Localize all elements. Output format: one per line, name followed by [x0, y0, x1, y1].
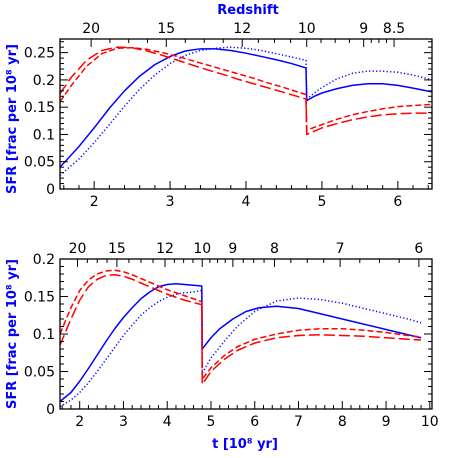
- x-tick-label: 6: [393, 194, 402, 210]
- series-line-3-short-dash: [60, 269, 422, 380]
- x-tick-label: 8: [338, 414, 347, 430]
- series-line-3-short-dash: [60, 46, 432, 131]
- redshift-tick-label: 20: [82, 21, 100, 37]
- top-panel: Redshift SFR [frac per 10⁸ yr] 2 3 4 5 6 0 0.0…: [5, 3, 433, 210]
- x-tick-label: 5: [317, 194, 326, 210]
- x-tick-label: 4: [163, 414, 172, 430]
- series-line-1-solid: [60, 48, 432, 168]
- plot-frame: [59, 38, 433, 190]
- redshift-tick-label: 6: [414, 241, 423, 257]
- x-tick-label: 2: [75, 414, 84, 430]
- redshift-tick-label: 15: [157, 21, 175, 37]
- x-tick-label: 9: [382, 414, 391, 430]
- x-tick-label: 4: [242, 194, 251, 210]
- bottom-panel-x-axis-label: t [10⁸ yr]: [212, 437, 278, 452]
- x-tick-label: 3: [166, 194, 175, 210]
- series-line-4-long-dash: [60, 46, 432, 136]
- y-tick-label: 0.1: [33, 127, 55, 143]
- x-tick-label: 7: [294, 414, 303, 430]
- x-tick-label: 10: [421, 414, 439, 430]
- redshift-tick-label: 10: [298, 21, 316, 37]
- x-tick-label: 3: [119, 414, 128, 430]
- redshift-tick-label: 20: [69, 241, 87, 257]
- bottom-panel-plot: 2 3 4 5 6 7 8 9 10 0 0.05 0.1 0.15 0.2 20 15 12 10 9 8 7 6: [24, 241, 439, 430]
- top-panel-redshift-label: Redshift: [217, 3, 278, 18]
- redshift-tick-label: 8.5: [383, 21, 405, 37]
- redshift-tick-label: 7: [336, 241, 345, 257]
- y-tick-label: 0.2: [33, 252, 55, 268]
- x-tick-label: 2: [90, 194, 99, 210]
- top-panel-y-axis-label: SFR [frac per 10⁸ yr]: [5, 44, 20, 194]
- bottom-panel: SFR [frac per 10⁸ yr] t [10⁸ yr] 2 3 4 5 6 7 8…: [5, 241, 439, 452]
- redshift-tick-label: 15: [108, 241, 126, 257]
- y-tick-label: 0.15: [24, 290, 55, 306]
- y-tick-label: 0.05: [24, 365, 55, 381]
- series-line-2-dotted: [60, 46, 432, 176]
- x-tick-label: 5: [207, 414, 216, 430]
- redshift-tick-label: 9: [359, 21, 368, 37]
- series-line-4-long-dash: [60, 274, 422, 385]
- redshift-tick-label: 9: [228, 241, 237, 257]
- redshift-tick-label: 12: [156, 241, 174, 257]
- redshift-tick-label: 8: [270, 241, 279, 257]
- y-tick-label: 0: [46, 182, 55, 198]
- redshift-tick-label: 10: [193, 241, 211, 257]
- y-tick-label: 0.1: [33, 327, 55, 343]
- y-tick-label: 0.2: [33, 73, 55, 89]
- y-tick-label: 0: [46, 402, 55, 418]
- redshift-tick-label: 12: [233, 21, 251, 37]
- series-line-2-dotted: [60, 289, 422, 408]
- y-tick-label: 0.15: [24, 100, 55, 116]
- y-tick-label: 0.05: [24, 155, 55, 171]
- x-tick-label: 6: [250, 414, 259, 430]
- top-panel-plot: 2 3 4 5 6 0 0.05 0.1 0.15 0.2 0.25 20 15 12 10 9 8.5: [24, 21, 433, 210]
- plot-frame: [59, 258, 433, 410]
- y-tick-label: 0.25: [24, 46, 55, 62]
- series-line-1-solid: [60, 283, 422, 403]
- bottom-panel-y-axis-label: SFR [frac per 10⁸ yr]: [5, 259, 20, 409]
